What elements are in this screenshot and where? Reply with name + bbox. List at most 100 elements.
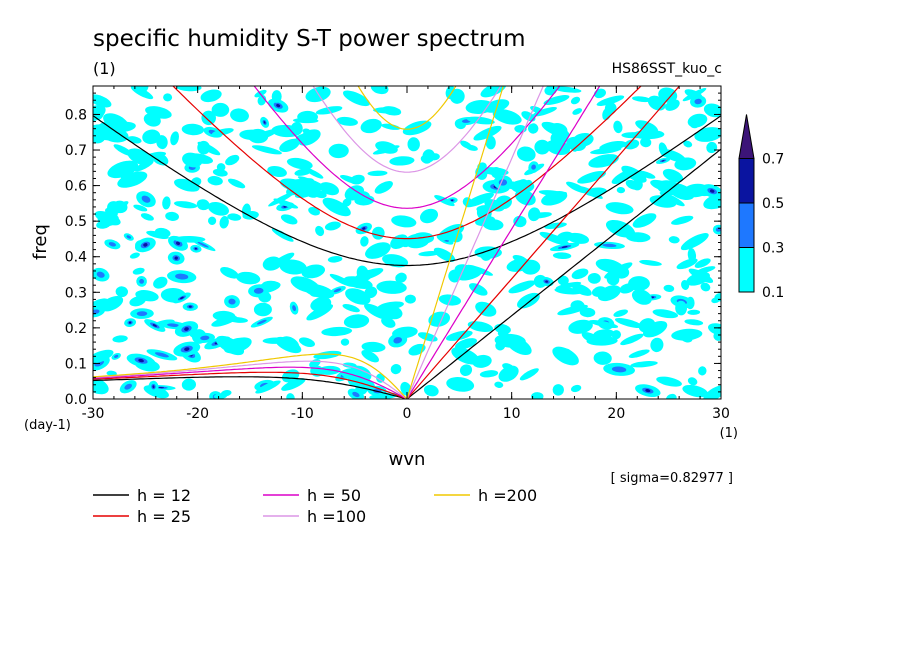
contour-blob <box>588 154 619 168</box>
contour-blob <box>650 337 664 353</box>
y-tick-label: 0.5 <box>65 214 87 230</box>
x-tick-label: -10 <box>291 406 314 422</box>
contour-blob <box>480 86 507 98</box>
contour-blob <box>420 155 432 164</box>
contour-blob <box>286 157 313 170</box>
contour-blob <box>552 252 572 260</box>
contour-blob <box>342 303 360 313</box>
contour-blob <box>495 340 506 351</box>
contour-blob <box>130 308 154 319</box>
contour-blob <box>613 309 628 317</box>
contour-blob <box>262 256 282 271</box>
power-spectrum-contours <box>93 86 721 399</box>
contour-blob <box>360 118 382 134</box>
contour-blob <box>207 176 223 186</box>
contour-blob <box>572 108 583 115</box>
contour-blob <box>375 141 398 154</box>
contour-blob <box>467 321 494 333</box>
contour-blob <box>301 264 326 279</box>
contour-blob <box>423 384 439 397</box>
contour-blob <box>698 366 707 376</box>
contour-blob <box>111 352 121 360</box>
contour-blob <box>143 113 161 127</box>
contour-blob <box>631 289 652 305</box>
contour-blob <box>345 288 371 305</box>
contour-blob <box>315 225 325 237</box>
contour-blob <box>519 368 539 381</box>
contour-blob <box>267 165 287 178</box>
y-tick-label: 0.3 <box>65 285 87 301</box>
contour-blob <box>241 203 251 218</box>
contour-blob <box>271 228 294 242</box>
contour-blob <box>541 121 570 138</box>
contour-blob <box>168 235 188 251</box>
contour-blob <box>268 191 296 207</box>
contour-blob <box>174 321 199 337</box>
contour-blob <box>621 132 645 139</box>
contour-blob <box>656 157 671 164</box>
contour-blob <box>529 212 552 219</box>
x-tick-label: 10 <box>503 406 521 422</box>
y-tick-label: 0.2 <box>65 321 87 337</box>
contour-blob <box>356 191 371 204</box>
contour-blob <box>172 292 191 304</box>
contour-blob <box>305 168 324 179</box>
contour-blob <box>194 332 215 343</box>
contour-blob <box>625 179 640 190</box>
contour-blob <box>513 215 527 228</box>
contour-blob <box>690 95 707 108</box>
contour-blob <box>668 236 680 244</box>
contour-blob <box>454 338 478 350</box>
contour-blob <box>663 284 675 292</box>
contour-blob <box>115 286 128 298</box>
contour-blob <box>227 178 246 189</box>
contour-blob <box>134 160 154 172</box>
contour-blob <box>173 341 201 357</box>
contour-blob <box>649 195 677 208</box>
contour-blob <box>271 90 282 103</box>
contour-blob <box>100 296 124 312</box>
contour-blob <box>682 88 707 102</box>
contour-blob <box>225 154 240 166</box>
contour-blob <box>700 282 711 292</box>
contour-blob <box>361 350 380 363</box>
contour-blob <box>616 186 626 194</box>
contour-blob <box>549 242 580 252</box>
chart-subtitle-left: (1) <box>93 59 116 78</box>
contour-blob <box>381 106 402 116</box>
contour-blob <box>459 364 473 377</box>
contour-blob <box>687 309 701 315</box>
kelvin-wave-curve <box>406 148 721 399</box>
contour-blob <box>376 373 385 383</box>
contour-blob <box>342 362 357 368</box>
contour-blob <box>197 140 211 155</box>
contour-blob <box>665 99 680 111</box>
colorbar: 0.1 0.3 0.5 0.7 <box>738 114 784 301</box>
contour-blob <box>224 295 240 309</box>
contour-blob <box>528 161 539 173</box>
contour-blob <box>448 269 462 283</box>
contour-blob <box>625 232 651 243</box>
contour-blob <box>336 116 358 126</box>
contour-blob <box>132 267 145 275</box>
contour-blob <box>640 137 652 148</box>
contour-blob <box>590 147 622 155</box>
colorbar-label: 0.7 <box>762 152 784 168</box>
contour-blob <box>347 388 365 399</box>
contour-blob <box>557 304 588 316</box>
contour-blob <box>93 94 112 108</box>
contour-blob <box>196 199 210 211</box>
contour-blob <box>308 206 320 216</box>
contour-blob <box>280 336 300 351</box>
contour-blob <box>591 286 607 297</box>
colorbar-overflow-arrow <box>738 114 755 159</box>
contour-blob <box>675 300 688 316</box>
contour-blob <box>628 276 650 291</box>
contour-blob <box>687 377 698 386</box>
contour-blob <box>708 323 721 336</box>
contour-blob <box>251 145 282 155</box>
contour-blob <box>176 86 202 92</box>
contour-blob <box>429 153 440 161</box>
contour-blob <box>594 241 625 250</box>
contour-blob <box>167 270 197 284</box>
